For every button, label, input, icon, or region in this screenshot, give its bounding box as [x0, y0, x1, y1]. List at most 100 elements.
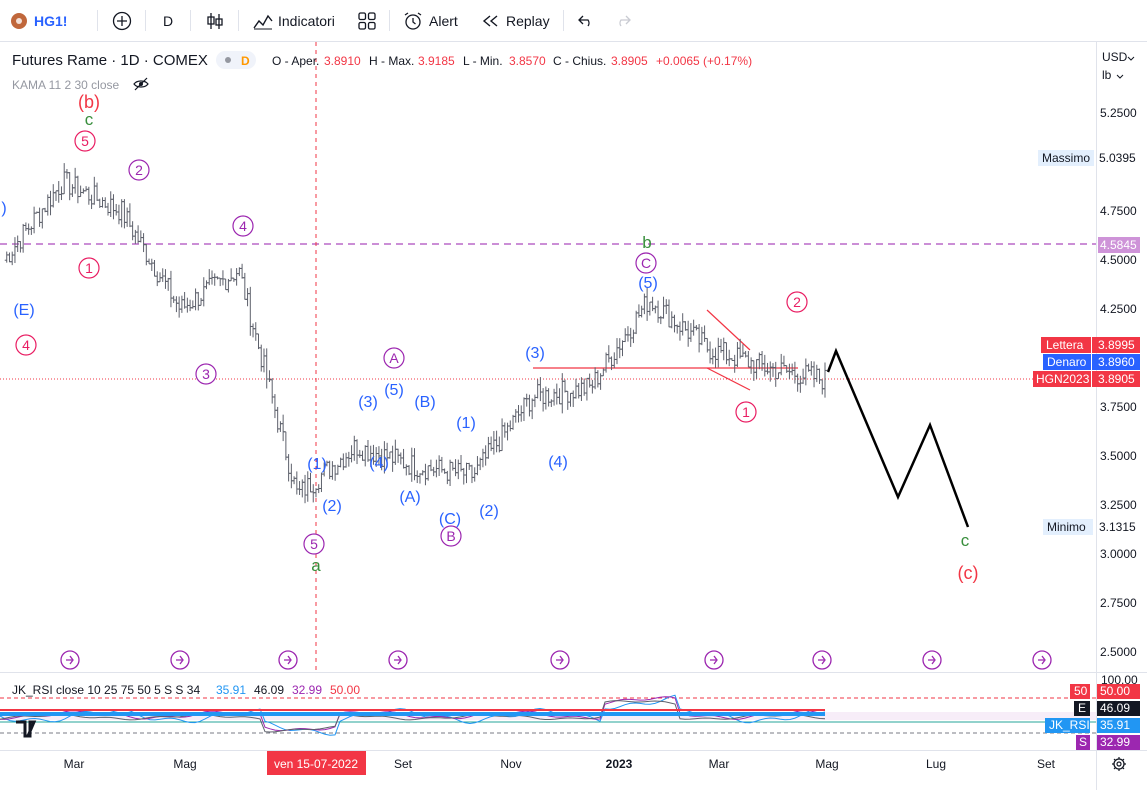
candle: [688, 323, 693, 342]
symbol-selector[interactable]: HG1!: [10, 0, 67, 41]
last-price-box: [1092, 371, 1140, 387]
candle: [56, 181, 61, 203]
candle: [48, 190, 53, 216]
candle: [784, 365, 789, 373]
svg-text:1: 1: [742, 404, 750, 420]
candle: [500, 418, 505, 452]
candle: [615, 338, 620, 365]
candle: [790, 363, 795, 376]
candle: [157, 272, 162, 283]
chart-type-button[interactable]: [206, 0, 224, 41]
layout-button[interactable]: [358, 0, 376, 41]
candle: [393, 439, 398, 465]
eye-hidden-icon[interactable]: [133, 77, 149, 91]
candle: [155, 271, 160, 287]
candle: [423, 463, 428, 486]
candle: [538, 377, 543, 402]
indicators-icon: [253, 14, 273, 29]
svg-text:3: 3: [202, 366, 210, 382]
tradingview-logo: [16, 720, 37, 738]
interval-label: D: [163, 12, 174, 29]
session-badge: [216, 51, 256, 69]
massimo-label-box: [1038, 150, 1094, 166]
price-tick-label: 4.5000: [1100, 253, 1137, 267]
candle: [116, 204, 121, 225]
instrument-title: Futures Rame · 1D · COMEX: [12, 52, 208, 69]
candle: [308, 472, 313, 493]
svg-text:4: 4: [239, 218, 247, 234]
candle: [223, 278, 228, 291]
event-marker-icon[interactable]: [60, 650, 80, 670]
rsi-tag-s-label: S: [1079, 735, 1087, 749]
rsi-tag-e-value: 46.09: [1100, 701, 1130, 715]
candle: [212, 273, 217, 286]
candle: [439, 456, 444, 473]
rsi-tag-e-label: E: [1078, 701, 1086, 715]
interval-button[interactable]: D: [163, 0, 173, 41]
candle: [628, 327, 633, 347]
candle: [579, 377, 584, 401]
replay-button[interactable]: Replay: [482, 0, 550, 41]
candle: [136, 225, 141, 244]
compare-symbol-button[interactable]: [112, 0, 132, 41]
candle: [196, 291, 201, 311]
candle: [333, 464, 338, 481]
candle: [631, 329, 636, 344]
candle: [669, 311, 674, 329]
candle: [251, 323, 256, 338]
price-chart[interactable]: (b) c ) (E) a b c (c) (1) (2) (3) (4) (5…: [0, 42, 1147, 790]
candle: [491, 431, 496, 455]
undo-button[interactable]: [577, 0, 595, 41]
event-marker-icon[interactable]: [550, 650, 570, 670]
massimo-value: 5.0395: [1099, 151, 1136, 165]
candle: [229, 268, 234, 282]
level-price-value: 4.5845: [1100, 238, 1137, 252]
candle: [270, 378, 275, 404]
candle: [469, 464, 474, 484]
svg-text:C: C: [641, 255, 651, 271]
unit-selector[interactable]: lb: [1102, 68, 1112, 82]
event-marker-icon[interactable]: [170, 650, 190, 670]
last-price-value: 3.8905: [1098, 372, 1135, 386]
candle: [437, 455, 442, 477]
redo-button[interactable]: [614, 0, 632, 41]
alert-button[interactable]: Alert: [403, 0, 458, 41]
wedge-lower: [706, 367, 751, 391]
undo-icon: [578, 15, 590, 26]
candle: [571, 390, 576, 408]
indicators-button[interactable]: Indicatori: [253, 0, 335, 41]
candle: [89, 194, 94, 210]
candle: [130, 221, 135, 241]
price-tick-label: 5.2500: [1100, 106, 1137, 120]
lettera-label-box: [1041, 337, 1091, 353]
wave-p4-a: (4): [369, 455, 389, 472]
candle: [513, 409, 518, 423]
candle: [511, 414, 516, 430]
event-marker-icon[interactable]: [704, 650, 724, 670]
event-marker-icon[interactable]: [922, 650, 942, 670]
circled-wave-label: 2: [128, 159, 150, 181]
candle: [740, 344, 745, 357]
session-dot-icon: [225, 57, 231, 63]
candle: [363, 445, 368, 467]
settings-gear-icon[interactable]: [1112, 757, 1126, 771]
candle: [21, 223, 26, 253]
rsi-v1: 35.91: [216, 683, 246, 697]
currency-selector[interactable]: USD: [1102, 50, 1128, 64]
candle: [75, 175, 80, 204]
event-marker-icon[interactable]: [278, 650, 298, 670]
candle: [220, 270, 225, 286]
candle: [781, 355, 786, 367]
event-marker-icon[interactable]: [388, 650, 408, 670]
circled-wave-label: 1: [78, 257, 100, 279]
candle: [516, 405, 521, 423]
candle: [426, 465, 431, 481]
candle: [697, 324, 702, 353]
svg-text:4: 4: [22, 337, 30, 353]
ohlc-o-value: 3.8910: [324, 54, 361, 68]
ohlc-change: +0.0065 (+0.17%): [656, 54, 752, 68]
event-marker-icon[interactable]: [812, 650, 832, 670]
event-marker-icon[interactable]: [1032, 650, 1052, 670]
candle: [702, 325, 707, 342]
candle: [182, 291, 187, 309]
